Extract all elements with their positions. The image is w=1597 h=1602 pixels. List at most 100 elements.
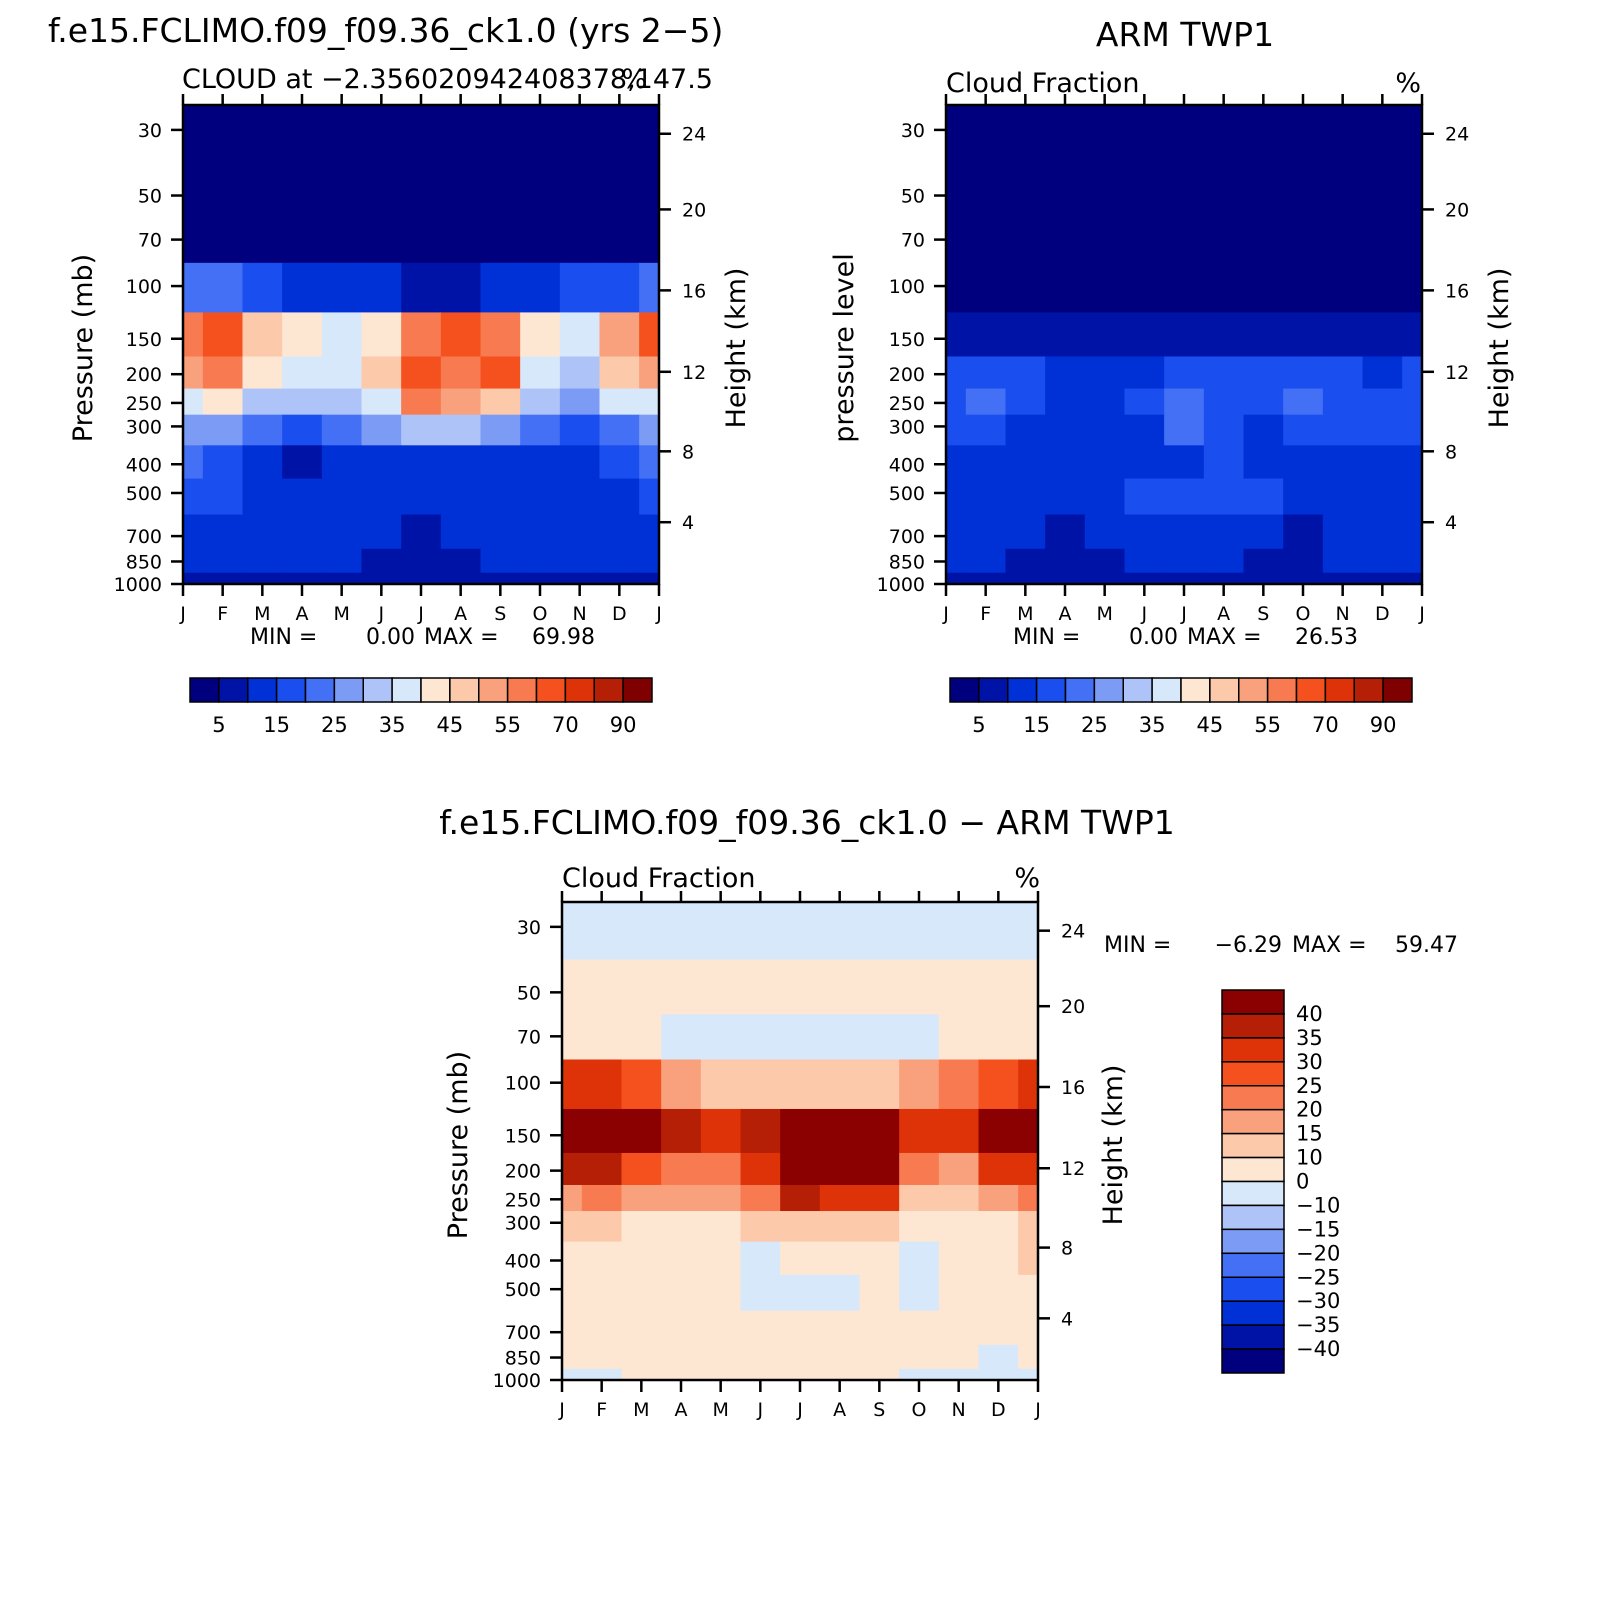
obs-xtick-label: A [1059, 603, 1072, 625]
diff-cell [621, 1014, 662, 1061]
diff-cell [562, 1184, 583, 1212]
model-colorbar-swatch [304, 677, 336, 703]
diff-cell [938, 902, 980, 961]
diff-cell [780, 959, 821, 1015]
model-xtick-label: A [454, 603, 467, 625]
obs-xtick-label: A [1217, 603, 1230, 625]
obs-cell [1362, 356, 1403, 390]
obs-cell [1045, 217, 1086, 264]
diff-ytick-right-label: 4 [1061, 1308, 1073, 1330]
model-cell [242, 312, 283, 358]
diff-cell [740, 959, 781, 1015]
diff-cell [978, 1274, 1019, 1312]
diff-cell [621, 1344, 662, 1370]
diff-cell [661, 1059, 702, 1110]
model-cell [480, 388, 521, 416]
obs-cell [1402, 572, 1423, 585]
model-cell [282, 162, 323, 219]
diff-cell [700, 902, 742, 961]
diff-cell [661, 1014, 702, 1061]
obs-cell [946, 548, 967, 574]
obs-cell [1243, 356, 1284, 390]
model-cell [361, 572, 402, 585]
obs-cell [1045, 105, 1086, 164]
obs-cell [1362, 388, 1403, 416]
model-ytick-right-label: 20 [682, 199, 706, 221]
model-cell [183, 514, 204, 550]
diff-colorbar-swatch [1221, 1348, 1285, 1374]
obs-colorbar-label: 25 [1081, 713, 1108, 737]
obs-cell [1084, 105, 1126, 164]
obs-cell [946, 514, 967, 550]
obs-case-title: ARM TWP1 [1096, 15, 1274, 54]
diff-xtick-label: F [596, 1399, 607, 1421]
diff-colorbar-label: −30 [1296, 1289, 1340, 1313]
model-cell [639, 162, 660, 219]
model-ytick-right-label: 24 [682, 124, 706, 146]
model-cell [520, 478, 561, 516]
diff-cell [581, 1152, 623, 1186]
model-cell [639, 548, 660, 574]
diff-cell [700, 1152, 742, 1186]
obs-cell [1124, 414, 1165, 446]
model-cell [202, 388, 244, 416]
diff-cell [899, 1059, 940, 1110]
obs-cell [1243, 262, 1284, 314]
model-cell [599, 105, 640, 164]
obs-ytick-right-label: 24 [1445, 124, 1469, 146]
model-ytick-label: 30 [138, 120, 162, 142]
diff-xtick-label: J [558, 1399, 565, 1421]
model-cell [282, 478, 323, 516]
diff-cell [978, 1368, 1019, 1381]
obs-cell [1402, 162, 1423, 219]
obs-max-label: MAX = [1187, 625, 1262, 650]
diff-cell [938, 1184, 980, 1212]
model-cell [639, 356, 660, 390]
diff-cell [621, 1184, 662, 1212]
obs-cell [1124, 262, 1165, 314]
model-colorbar-label: 70 [552, 713, 579, 737]
diff-cell [700, 959, 742, 1015]
obs-xtick-label: F [980, 603, 991, 625]
diff-cell [859, 1310, 900, 1346]
obs-cell [1164, 262, 1205, 314]
diff-colorbar-swatch [1221, 1204, 1285, 1231]
obs-cell [1362, 312, 1403, 358]
diff-cell [899, 1014, 940, 1061]
diff-colorbar-swatch [1221, 1132, 1285, 1159]
diff-cell [562, 1014, 583, 1061]
model-cell [202, 414, 244, 446]
diff-cell [819, 1241, 861, 1276]
obs-colorbar-swatch [1238, 677, 1269, 703]
model-cell [242, 356, 283, 390]
diff-cell [859, 1211, 900, 1243]
diff-ytick-right-label: 24 [1061, 921, 1085, 943]
model-cell [361, 445, 402, 480]
model-cell [480, 478, 521, 516]
diff-ytick-label: 50 [517, 982, 541, 1004]
model-cell [599, 478, 640, 516]
diff-colorbar-swatch [1221, 1324, 1285, 1350]
model-ylabel-left: Pressure (mb) [68, 254, 99, 442]
diff-cell [859, 1344, 900, 1370]
model-cell [401, 414, 442, 446]
diff-cell [899, 1274, 940, 1312]
diff-cell [978, 1310, 1019, 1346]
model-colorbar-swatch [333, 677, 364, 703]
obs-cell [1124, 217, 1165, 264]
model-cell [599, 162, 640, 219]
model-cell [183, 105, 204, 164]
model-xtick-label: F [217, 603, 228, 625]
model-cell [599, 445, 640, 480]
obs-cell [1402, 548, 1423, 574]
diff-cell [562, 1274, 583, 1312]
model-ytick-label: 700 [126, 526, 162, 548]
diff-cell [1018, 1059, 1039, 1110]
diff-cell [819, 1274, 861, 1312]
obs-cell [1203, 414, 1245, 446]
obs-cell [965, 548, 1007, 574]
diff-colorbar-swatch [1221, 1228, 1285, 1255]
obs-cell [1283, 548, 1324, 574]
model-cell [480, 548, 521, 574]
